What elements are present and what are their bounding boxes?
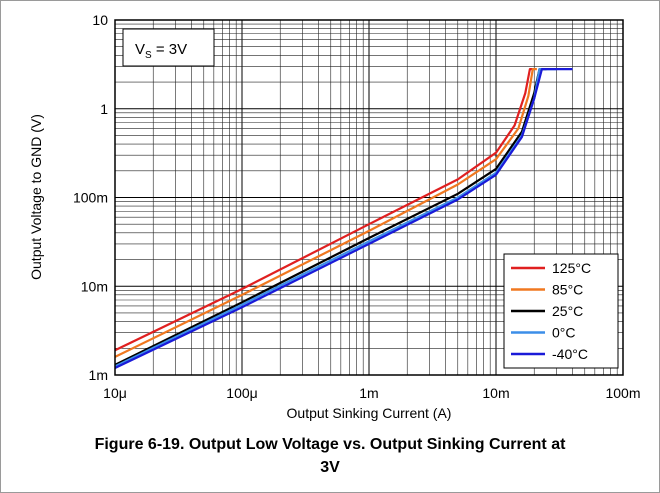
legend-label: 125°C xyxy=(552,260,591,276)
svg-text:VS = 3V: VS = 3V xyxy=(135,41,187,61)
caption-line-2: 3V xyxy=(320,459,340,476)
vs-subscript: S xyxy=(145,50,152,61)
legend-label: 25°C xyxy=(552,303,583,319)
x-tick-label: 100μ xyxy=(226,385,257,401)
y-tick-label: 10m xyxy=(81,278,108,294)
vs-suffix: = 3V xyxy=(152,41,187,58)
x-axis-title: Output Sinking Current (A) xyxy=(287,405,452,421)
x-tick-label: 10μ xyxy=(103,385,127,401)
legend-label: -40°C xyxy=(552,346,588,362)
plot-border xyxy=(114,19,624,376)
chart: 10μ 100μ 1m 10m 100m 1m 10m 100m 1 10 Output Sin… xyxy=(28,12,641,421)
x-tick-label: 1m xyxy=(359,385,378,401)
caption-line-1: Figure 6-19. Output Low Voltage vs. Outp… xyxy=(94,436,566,453)
series-line xyxy=(114,67,573,369)
figure-caption: Figure 6-19. Output Low Voltage vs. Outp… xyxy=(0,433,660,479)
y-tick-label: 1m xyxy=(89,367,108,383)
x-tick-label: 100m xyxy=(605,385,640,401)
series-line xyxy=(114,67,537,358)
x-tick-label: 10m xyxy=(482,385,509,401)
y-axis-title: Output Voltage to GND (V) xyxy=(28,114,44,280)
legend: 125°C 85°C 25°C 0°C -40°C xyxy=(503,253,619,369)
legend-label: 0°C xyxy=(552,325,576,341)
vs-prefix: V xyxy=(135,41,145,58)
supply-voltage-annotation: VS = 3V xyxy=(122,28,215,67)
y-tick-label: 100m xyxy=(73,190,108,206)
legend-label: 85°C xyxy=(552,282,583,298)
series-layer xyxy=(114,67,573,369)
y-tick-labels: 1m 10m 100m 1 10 xyxy=(73,12,108,383)
x-tick-labels: 10μ 100μ 1m 10m 100m xyxy=(103,385,640,401)
y-tick-label: 1 xyxy=(100,101,108,117)
series-line xyxy=(114,67,535,352)
y-tick-label: 10 xyxy=(92,12,108,28)
